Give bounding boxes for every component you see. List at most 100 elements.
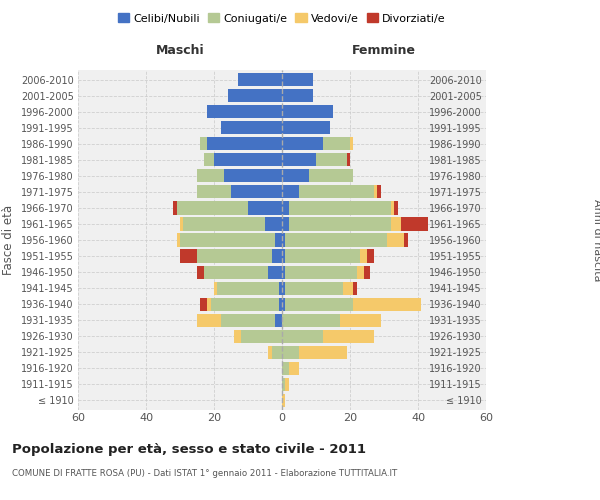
Bar (278, 298, 282, 310)
Bar (286, 266, 357, 278)
Bar (316, 153, 347, 166)
Bar (289, 218, 391, 230)
Bar (227, 89, 282, 102)
Bar (272, 346, 282, 359)
Bar (343, 282, 353, 294)
Bar (282, 73, 313, 86)
Bar (231, 186, 282, 198)
Bar (353, 298, 421, 310)
Bar (404, 234, 408, 246)
Bar (347, 153, 350, 166)
Bar (282, 89, 313, 102)
Bar (391, 218, 401, 230)
Bar (197, 170, 224, 182)
Bar (241, 330, 282, 343)
Bar (286, 298, 353, 310)
Bar (377, 186, 380, 198)
Bar (275, 234, 282, 246)
Bar (388, 234, 404, 246)
Bar (282, 250, 286, 262)
Bar (224, 170, 282, 182)
Bar (221, 314, 275, 327)
Bar (282, 137, 323, 150)
Bar (299, 346, 347, 359)
Bar (197, 250, 272, 262)
Bar (286, 250, 360, 262)
Bar (391, 202, 394, 214)
Bar (394, 202, 398, 214)
Legend: Celibi/Nubili, Coniugati/e, Vedovi/e, Divorziati/e: Celibi/Nubili, Coniugati/e, Vedovi/e, Di… (114, 9, 450, 28)
Bar (176, 234, 180, 246)
Bar (176, 202, 248, 214)
Bar (282, 186, 299, 198)
Bar (272, 250, 282, 262)
Bar (282, 266, 286, 278)
Bar (204, 153, 214, 166)
Bar (364, 266, 370, 278)
Bar (197, 314, 221, 327)
Bar (323, 330, 374, 343)
Bar (282, 121, 329, 134)
Bar (197, 186, 231, 198)
Bar (275, 314, 282, 327)
Bar (282, 170, 309, 182)
Bar (289, 202, 391, 214)
Bar (265, 218, 282, 230)
Bar (299, 186, 374, 198)
Bar (282, 153, 316, 166)
Bar (197, 266, 204, 278)
Bar (180, 234, 275, 246)
Text: Popolazione per età, sesso e stato civile - 2011: Popolazione per età, sesso e stato civil… (12, 442, 366, 456)
Bar (282, 234, 286, 246)
Bar (309, 170, 353, 182)
Bar (200, 298, 207, 310)
Bar (323, 137, 350, 150)
Bar (282, 282, 286, 294)
Text: Femmine: Femmine (352, 44, 416, 58)
Bar (282, 218, 289, 230)
Bar (340, 314, 380, 327)
Bar (184, 218, 265, 230)
Bar (207, 298, 211, 310)
Text: Maschi: Maschi (155, 44, 205, 58)
Bar (211, 298, 278, 310)
Bar (207, 105, 282, 118)
Bar (180, 250, 197, 262)
Y-axis label: Fasce di età: Fasce di età (2, 205, 16, 275)
Bar (214, 282, 217, 294)
Bar (289, 362, 299, 375)
Bar (367, 250, 374, 262)
Bar (282, 346, 299, 359)
Text: COMUNE DI FRATTE ROSA (PU) - Dati ISTAT 1° gennaio 2011 - Elaborazione TUTTITALI: COMUNE DI FRATTE ROSA (PU) - Dati ISTAT … (12, 469, 397, 478)
Bar (350, 137, 353, 150)
Bar (282, 314, 340, 327)
Bar (238, 73, 282, 86)
Text: Anni di nascita: Anni di nascita (592, 198, 600, 281)
Bar (214, 153, 282, 166)
Bar (221, 121, 282, 134)
Bar (200, 137, 207, 150)
Bar (357, 266, 364, 278)
Bar (282, 330, 323, 343)
Bar (180, 218, 184, 230)
Bar (374, 186, 377, 198)
Bar (268, 266, 282, 278)
Bar (173, 202, 176, 214)
Bar (282, 105, 333, 118)
Bar (207, 137, 282, 150)
Bar (248, 202, 282, 214)
Bar (353, 282, 357, 294)
Bar (235, 330, 241, 343)
Bar (286, 378, 289, 391)
Bar (401, 218, 428, 230)
Bar (282, 394, 286, 407)
Bar (204, 266, 268, 278)
Bar (282, 298, 286, 310)
Bar (282, 362, 289, 375)
Bar (278, 282, 282, 294)
Bar (217, 282, 278, 294)
Bar (286, 234, 388, 246)
Bar (268, 346, 272, 359)
Bar (282, 202, 289, 214)
Bar (286, 282, 343, 294)
